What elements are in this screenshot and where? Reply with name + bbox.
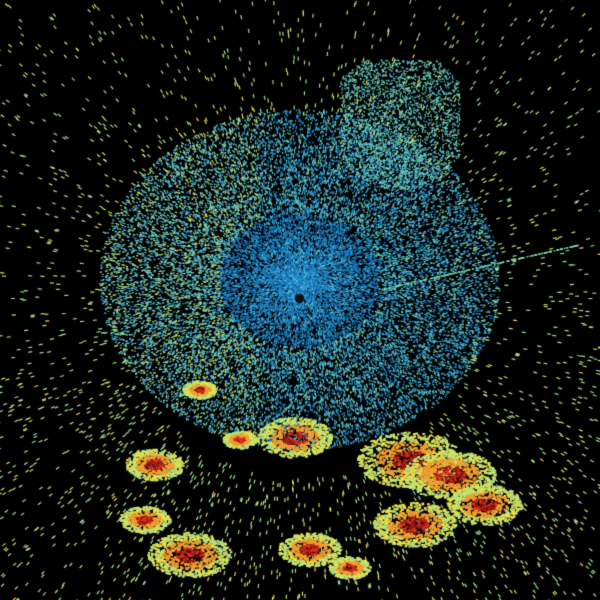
- radar-site-marker: [295, 294, 304, 303]
